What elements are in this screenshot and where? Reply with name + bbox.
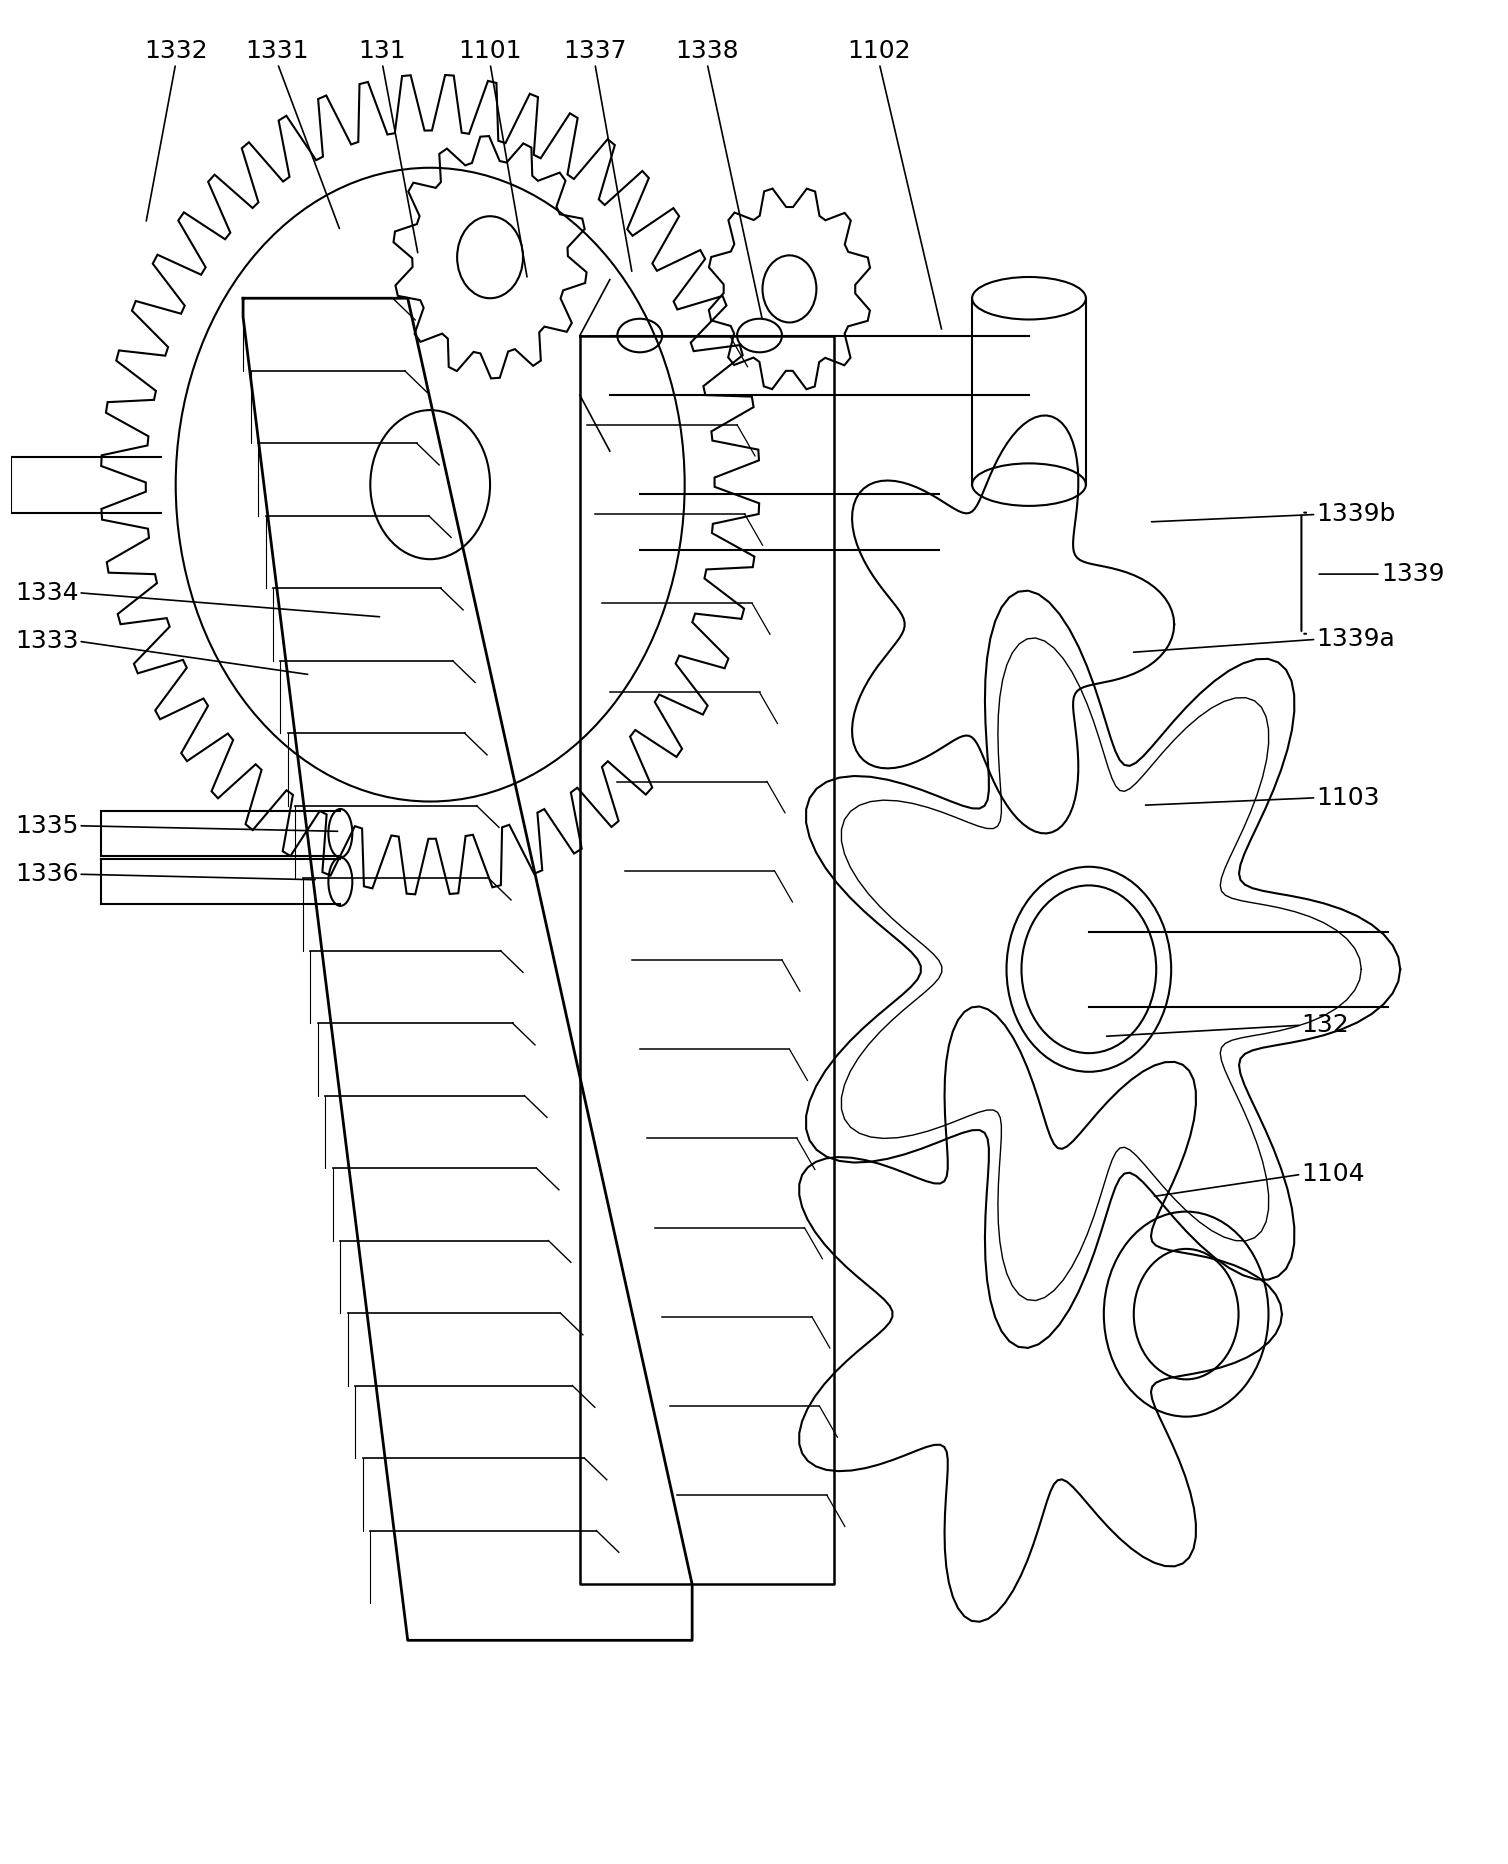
Text: 1334: 1334: [15, 582, 78, 604]
Text: 131: 131: [359, 39, 406, 63]
Text: 1104: 1104: [1301, 1163, 1365, 1186]
Text: 1333: 1333: [15, 630, 78, 652]
Text: 1337: 1337: [562, 39, 627, 63]
Text: 1335: 1335: [15, 815, 78, 837]
Text: 1338: 1338: [676, 39, 739, 63]
Text: 1332: 1332: [143, 39, 208, 63]
Text: 1339a: 1339a: [1316, 628, 1395, 651]
Text: 1102: 1102: [847, 39, 911, 63]
Text: 1331: 1331: [246, 39, 309, 63]
Text: 1103: 1103: [1316, 787, 1380, 809]
Text: 1339: 1339: [1381, 563, 1445, 585]
Text: 1101: 1101: [458, 39, 522, 63]
Text: 132: 132: [1301, 1014, 1350, 1036]
Text: 1339b: 1339b: [1316, 503, 1396, 526]
Text: 1336: 1336: [15, 863, 78, 885]
